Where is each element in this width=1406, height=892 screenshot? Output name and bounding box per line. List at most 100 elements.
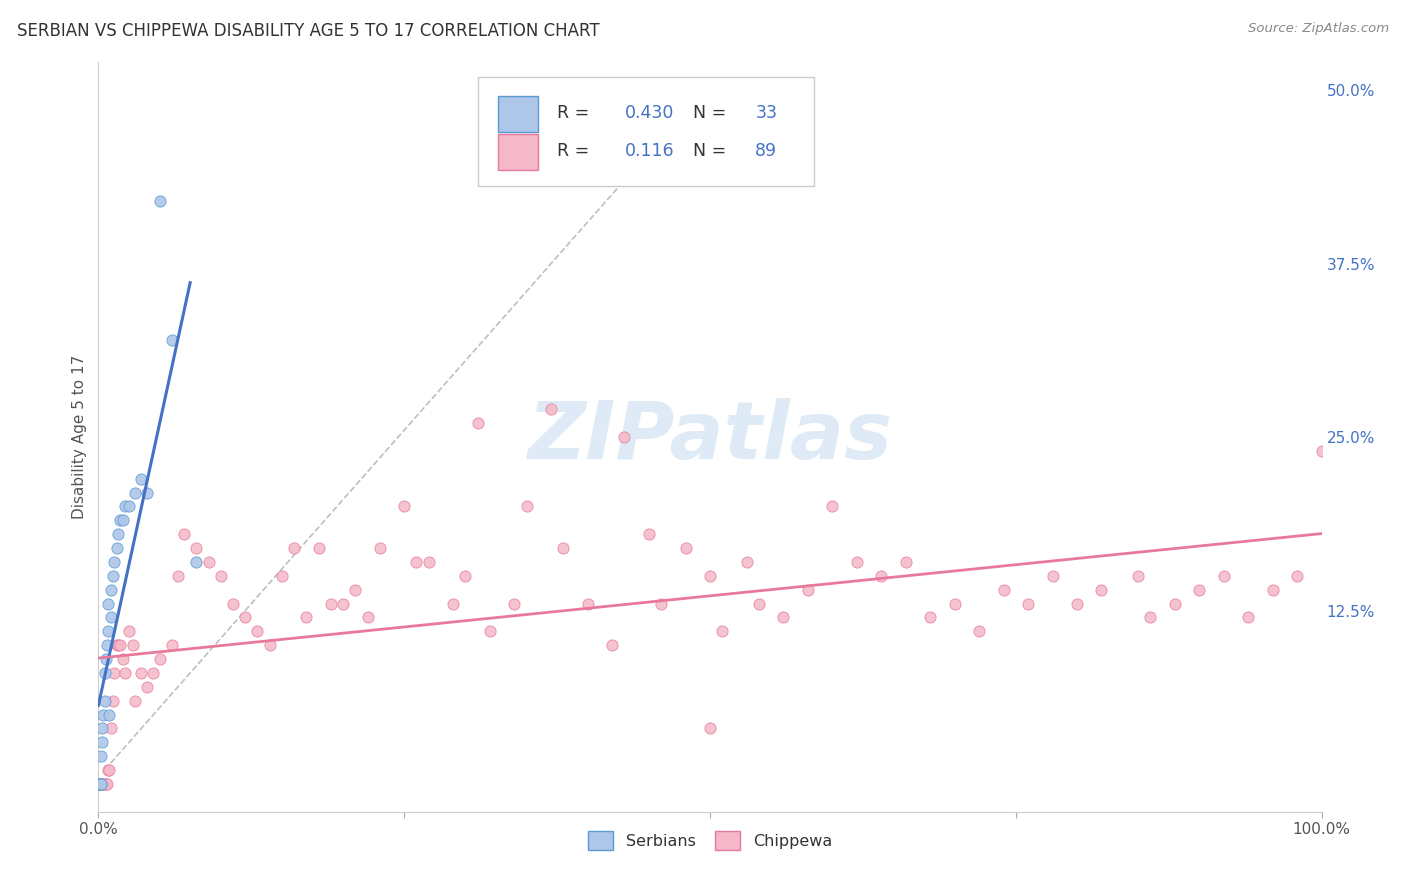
Text: N =: N = (682, 142, 731, 160)
Point (772, 610, 794, 624)
Text: 33: 33 (755, 104, 778, 122)
Text: Source: ZipAtlas.com: Source: ZipAtlas.com (1249, 22, 1389, 36)
Point (101, 569, 124, 583)
Point (295, 610, 318, 624)
Point (136, 485, 159, 500)
Point (90, 777, 112, 791)
Point (89, 777, 111, 791)
Point (797, 582, 820, 597)
Point (110, 513, 132, 527)
Point (97, 763, 120, 777)
Point (233, 610, 256, 624)
Point (637, 527, 661, 541)
Point (91, 777, 114, 791)
Point (118, 624, 141, 639)
Point (209, 569, 232, 583)
Point (943, 597, 966, 611)
Point (98, 707, 121, 722)
Text: 0.116: 0.116 (624, 142, 673, 160)
Point (89, 777, 111, 791)
Point (344, 582, 367, 597)
Point (368, 541, 391, 555)
Point (1042, 569, 1064, 583)
Point (100, 582, 122, 597)
Point (91, 777, 114, 791)
Point (515, 500, 537, 514)
Point (735, 555, 758, 569)
Point (356, 610, 378, 624)
Point (553, 541, 575, 555)
Point (107, 638, 129, 652)
Point (89, 777, 111, 791)
Text: 89: 89 (755, 142, 778, 160)
Point (283, 541, 305, 555)
Point (107, 527, 129, 541)
Point (167, 569, 190, 583)
Point (96, 638, 118, 652)
Point (98, 763, 121, 777)
Point (650, 597, 672, 611)
Point (259, 638, 281, 652)
Point (1286, 569, 1309, 583)
Point (129, 665, 152, 680)
Point (94, 652, 117, 666)
Point (1212, 569, 1234, 583)
Point (160, 333, 183, 347)
Point (675, 541, 697, 555)
Point (149, 652, 172, 666)
FancyBboxPatch shape (478, 78, 814, 186)
Point (121, 638, 143, 652)
Point (319, 597, 342, 611)
Point (1261, 582, 1284, 597)
Text: SERBIAN VS CHIPPEWA DISABILITY AGE 5 TO 17 CORRELATION CHART: SERBIAN VS CHIPPEWA DISABILITY AGE 5 TO … (17, 22, 599, 40)
Point (711, 624, 734, 639)
Point (1128, 569, 1150, 583)
Point (1237, 610, 1260, 624)
Point (699, 722, 721, 736)
Point (136, 680, 159, 694)
Point (186, 555, 208, 569)
Point (405, 555, 427, 569)
Point (89, 777, 111, 791)
Point (1164, 597, 1187, 611)
Point (90, 777, 112, 791)
Point (105, 638, 128, 652)
Point (97, 597, 120, 611)
Point (93, 665, 115, 680)
Point (197, 555, 219, 569)
Point (90, 749, 112, 764)
FancyBboxPatch shape (498, 134, 537, 169)
Point (1017, 597, 1039, 611)
Point (418, 555, 440, 569)
Point (1139, 610, 1161, 624)
Point (94, 777, 117, 791)
Point (576, 597, 599, 611)
Point (100, 722, 122, 736)
Point (124, 694, 146, 708)
Point (149, 194, 172, 209)
Point (142, 665, 165, 680)
Point (105, 541, 128, 555)
Point (114, 665, 136, 680)
Point (1066, 597, 1088, 611)
Point (503, 597, 526, 611)
Legend: Serbians, Chippewa: Serbians, Chippewa (581, 825, 839, 856)
Point (600, 638, 623, 652)
Point (91, 735, 114, 749)
Point (173, 527, 195, 541)
Point (97, 624, 120, 639)
Point (467, 416, 489, 430)
Point (613, 430, 636, 444)
Point (89, 777, 111, 791)
Point (1188, 582, 1211, 597)
Point (920, 610, 942, 624)
Point (111, 513, 134, 527)
FancyBboxPatch shape (498, 96, 537, 132)
Point (894, 555, 917, 569)
Point (993, 582, 1015, 597)
Text: 0.430: 0.430 (624, 104, 673, 122)
Point (186, 541, 208, 555)
Point (100, 610, 122, 624)
Point (454, 569, 477, 583)
Point (103, 555, 125, 569)
